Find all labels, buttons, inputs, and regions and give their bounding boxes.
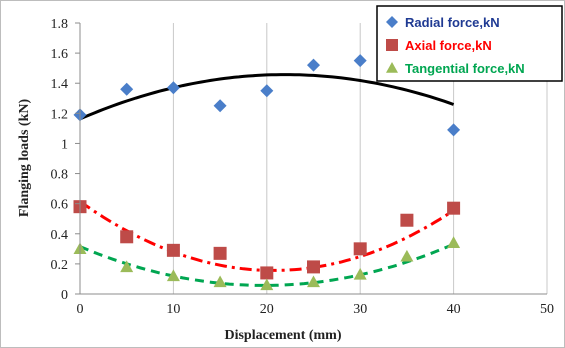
diamond-marker	[213, 99, 227, 113]
legend: Radial force,kN Axial force,kN Tangential …	[376, 5, 563, 82]
trend-line	[79, 73, 455, 121]
square-marker	[307, 260, 320, 274]
legend-box	[376, 5, 563, 82]
square-marker	[166, 243, 180, 257]
triangle-marker	[386, 62, 398, 73]
y-tick-label: 1	[61, 137, 68, 152]
x-axis-title: Displacement (mm)	[224, 328, 341, 343]
square-marker	[260, 266, 274, 280]
triangle-marker	[400, 249, 414, 262]
y-tick-label: 1.4	[51, 77, 69, 92]
x-tick-label: 30	[353, 302, 367, 317]
legend-label: Tangential force,kN	[405, 61, 525, 76]
data-points	[73, 54, 461, 291]
diamond-marker	[353, 54, 367, 68]
diamond-marker	[260, 84, 274, 98]
y-tick-label: 0.4	[51, 228, 69, 243]
y-tick-label: 1.8	[51, 17, 69, 32]
legend-label: Axial force,kN	[405, 38, 492, 53]
y-tick-label: 0.6	[51, 198, 69, 213]
square-marker	[386, 39, 398, 51]
y-tick-label: 0	[61, 288, 68, 303]
triangle-marker	[166, 269, 180, 282]
square-marker	[120, 230, 134, 244]
diamond-marker	[307, 58, 320, 72]
x-tick-label: 0	[77, 302, 84, 317]
triangle-marker	[213, 275, 227, 288]
square-marker	[353, 242, 367, 256]
square-marker	[447, 201, 461, 215]
x-tick-label: 40	[447, 302, 461, 317]
x-tick-labels: 0 10 20 30 40 50	[77, 302, 555, 317]
y-tick-label: 1.6	[51, 47, 69, 62]
triangle-marker	[260, 278, 274, 291]
y-tick-label: 0.2	[51, 258, 69, 273]
trend-line	[79, 242, 455, 287]
y-tick-labels: 0 0.2 0.4 0.6 0.8 1 1.2 1.4 1.6 1.8	[51, 17, 69, 303]
x-tick-label: 50	[540, 302, 554, 317]
triangle-marker	[353, 267, 367, 280]
y-tick-label: 0.8	[51, 168, 69, 183]
axes	[75, 22, 547, 295]
triangle-marker	[120, 260, 134, 273]
diamond-marker	[120, 82, 134, 96]
square-marker	[400, 213, 414, 227]
triangle-marker	[447, 236, 461, 249]
triangle-marker	[307, 275, 320, 288]
square-marker	[213, 246, 227, 260]
x-tick-label: 20	[260, 302, 274, 317]
diamond-marker	[166, 81, 180, 95]
x-tick-label: 10	[166, 302, 180, 317]
diamond-marker	[447, 123, 461, 137]
y-axis-title: Flanging loads (kN)	[17, 99, 32, 218]
diamond-marker	[386, 16, 398, 28]
legend-label: Radial force,kN	[405, 15, 500, 30]
y-tick-label: 1.2	[51, 107, 69, 122]
